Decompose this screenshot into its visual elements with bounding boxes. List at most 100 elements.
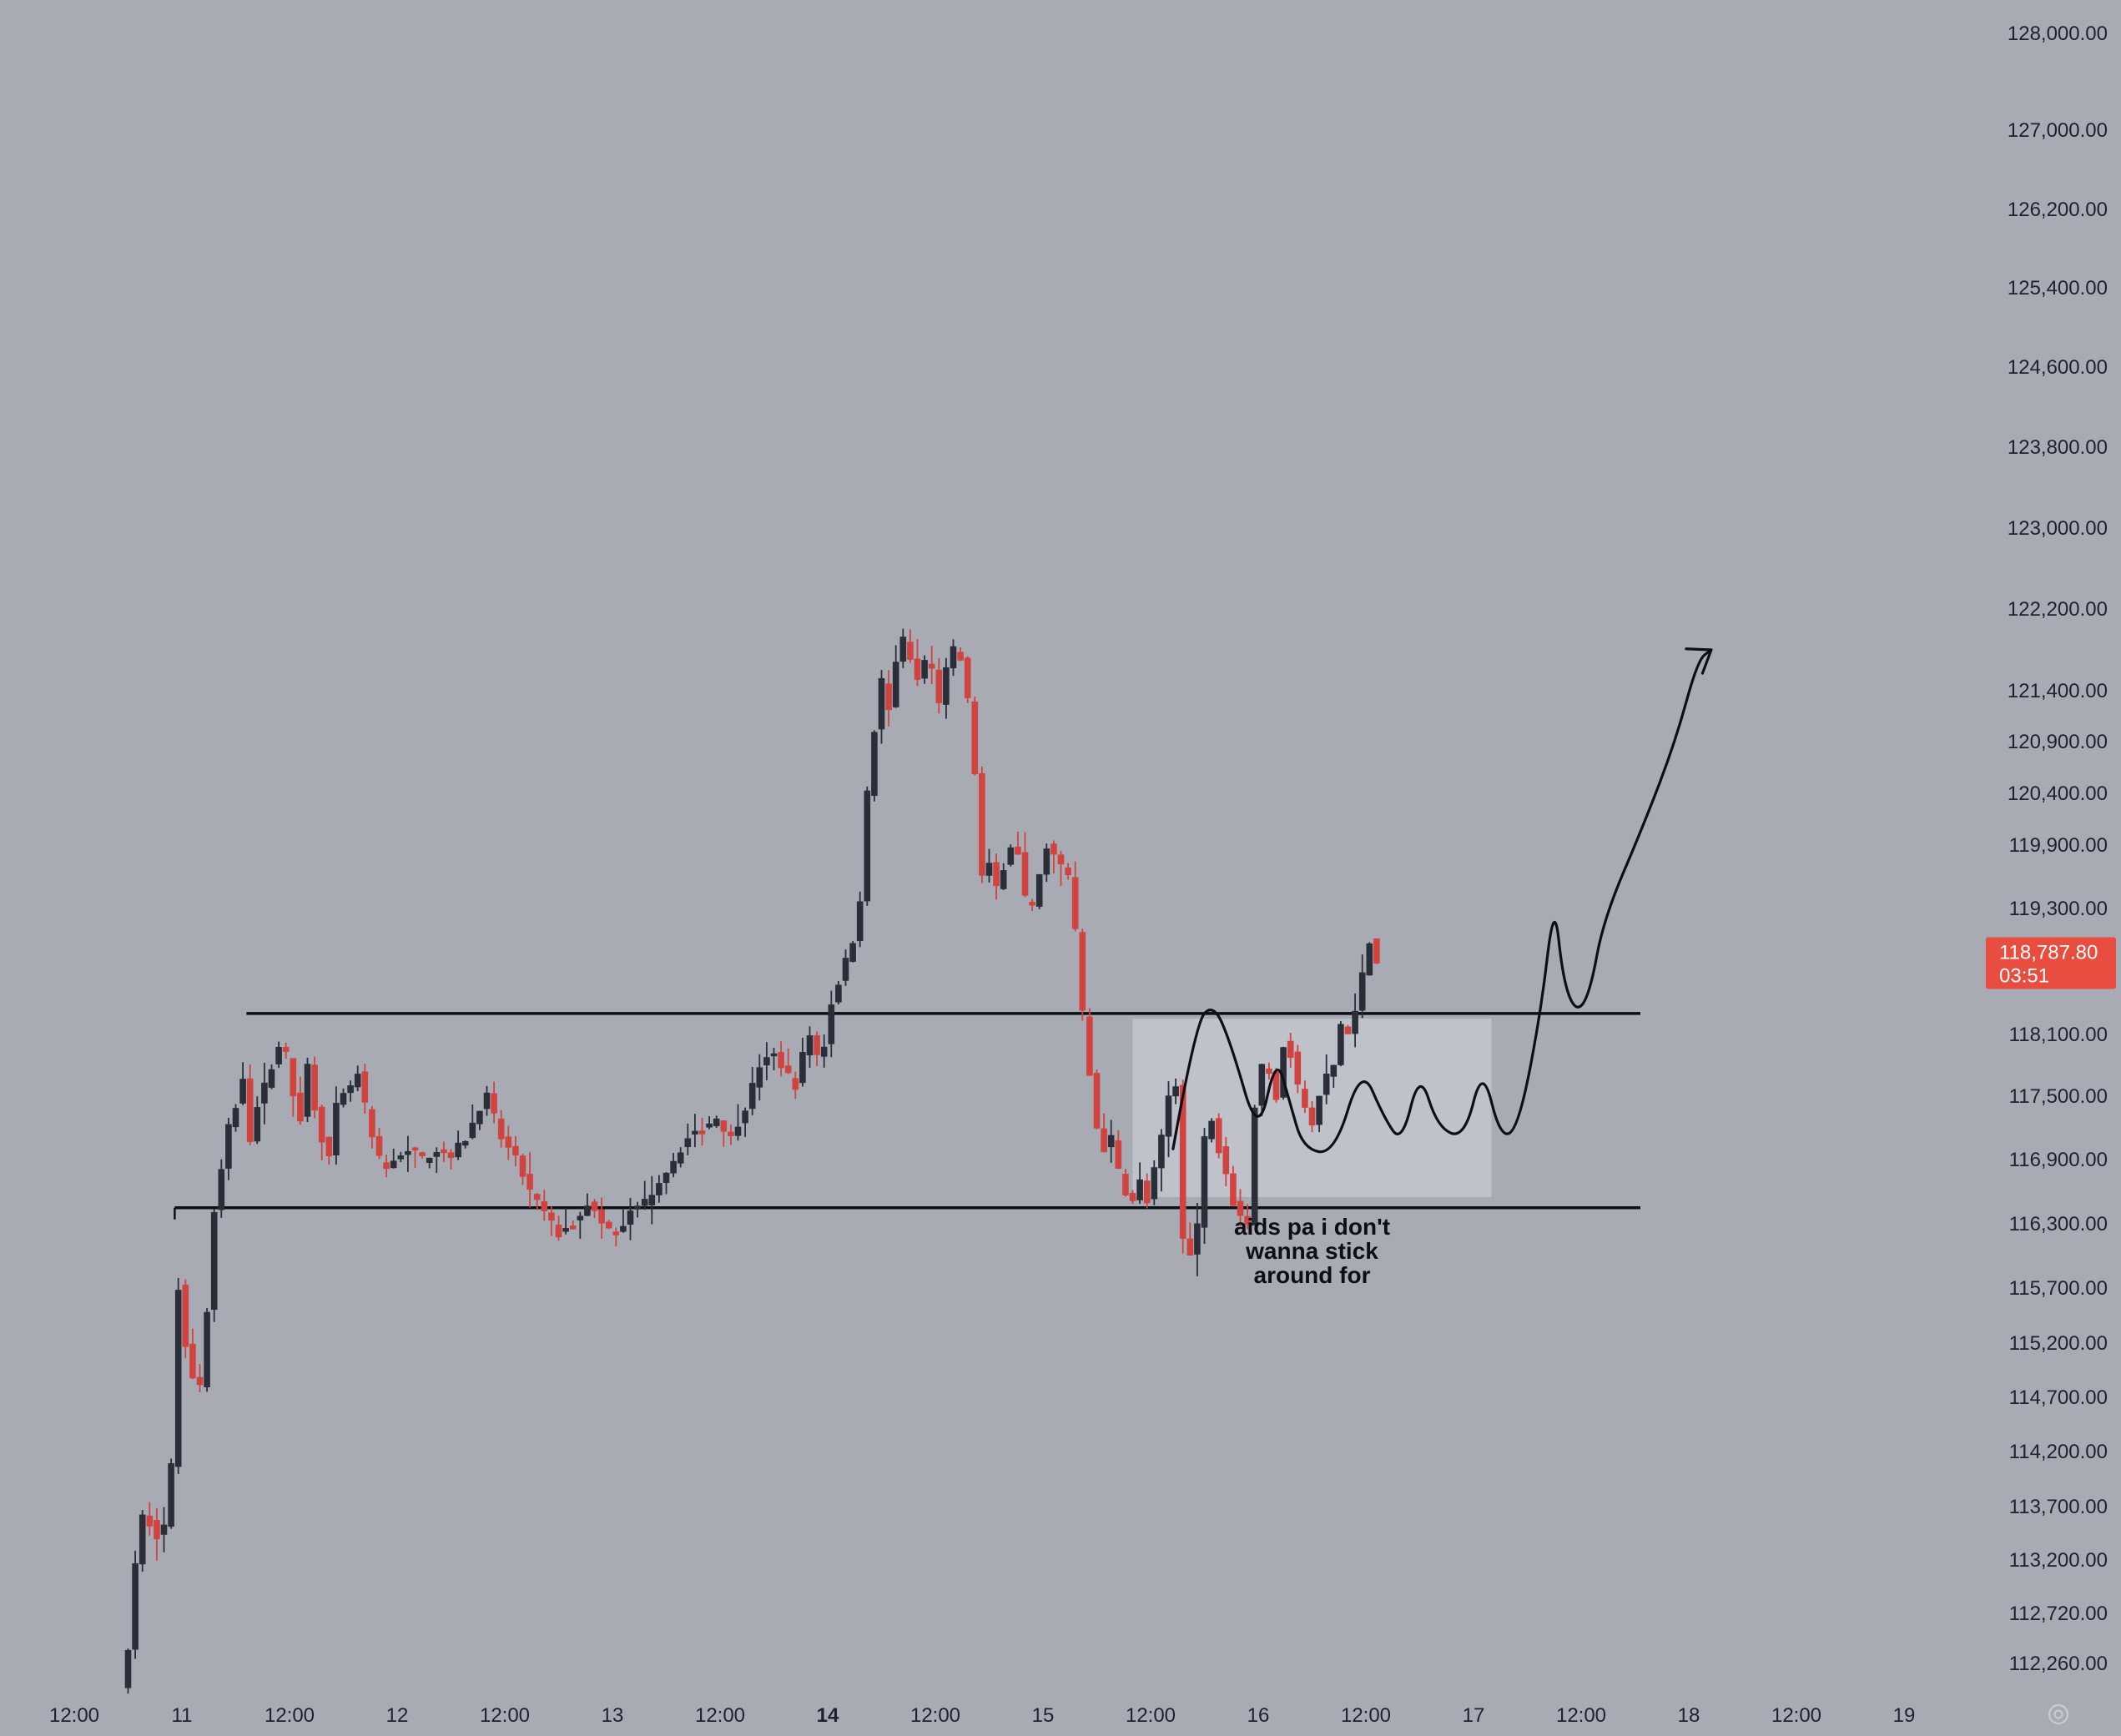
candle-body	[770, 1053, 778, 1057]
candle-body	[1093, 1073, 1101, 1129]
annotation-text: around for	[1254, 1262, 1371, 1288]
time-axis-label: 12:00	[49, 1704, 99, 1727]
candle-body	[1330, 1064, 1338, 1077]
candle	[907, 629, 914, 663]
candle-body	[1143, 1180, 1151, 1204]
candle	[261, 1063, 268, 1125]
projection-path[interactable]	[1171, 648, 1713, 1154]
candle-body	[447, 1152, 455, 1159]
candle	[1015, 831, 1021, 855]
candle-body	[943, 667, 950, 705]
candle-body	[160, 1524, 168, 1535]
candle-body	[577, 1215, 584, 1220]
candle-body	[1194, 1223, 1201, 1255]
candle-body	[526, 1174, 533, 1190]
candle-body	[620, 1225, 627, 1232]
candle-body	[584, 1205, 591, 1216]
candle-body	[1136, 1179, 1143, 1200]
candle	[899, 628, 907, 668]
candle-body	[605, 1221, 612, 1229]
price-axis-label: 118,100.00	[2009, 1024, 2108, 1046]
candle	[375, 1128, 383, 1160]
candle-body	[1373, 938, 1380, 964]
candle	[1115, 1130, 1122, 1170]
candle-body	[871, 732, 878, 796]
candle-body	[397, 1155, 405, 1160]
candle-body	[1222, 1146, 1230, 1175]
candle	[928, 646, 935, 685]
candle	[1079, 928, 1086, 1021]
candle	[290, 1058, 297, 1117]
candle-body	[569, 1225, 577, 1230]
candle-body	[254, 1107, 261, 1142]
candle	[964, 656, 971, 703]
candle-body	[282, 1046, 290, 1052]
candle-body	[1316, 1095, 1322, 1125]
candle	[340, 1088, 347, 1108]
candle	[885, 670, 892, 727]
candle-body	[1272, 1071, 1280, 1100]
candle-body	[1122, 1174, 1129, 1196]
price-axis-label: 115,700.00	[2009, 1277, 2108, 1300]
price-axis-label: 127,000.00	[2008, 119, 2108, 142]
candle-body	[885, 683, 892, 711]
candle	[419, 1151, 426, 1159]
candle	[182, 1279, 189, 1359]
candle-body	[928, 663, 935, 669]
candle-body	[964, 657, 971, 698]
candle-body	[692, 1130, 698, 1135]
candle-body	[1186, 1238, 1194, 1255]
price-axis-label: 120,400.00	[2008, 782, 2108, 805]
time-axis-label: 13	[602, 1704, 624, 1727]
candle	[1366, 942, 1373, 976]
candle-body	[763, 1057, 770, 1066]
candle-body	[268, 1069, 275, 1088]
candle	[641, 1180, 648, 1210]
candle	[849, 941, 856, 963]
candle-body	[1151, 1167, 1158, 1200]
candle-body	[124, 1649, 132, 1688]
price-axis-label: 121,400.00	[2008, 680, 2108, 702]
candle	[1237, 1189, 1244, 1227]
candle	[1316, 1095, 1322, 1133]
candle	[1280, 1046, 1287, 1100]
candle	[971, 697, 979, 776]
candle	[591, 1199, 598, 1219]
candle	[892, 645, 899, 708]
candle	[1194, 1202, 1201, 1276]
candle-body	[985, 863, 993, 876]
candle	[598, 1197, 605, 1239]
price-axis-label: 116,900.00	[2009, 1149, 2108, 1171]
candle	[799, 1037, 806, 1087]
gear-icon-hub	[2053, 1709, 2063, 1719]
candle	[441, 1141, 447, 1162]
time-axis-label: 16	[1247, 1704, 1270, 1727]
candle	[677, 1147, 684, 1168]
candle-body	[1107, 1135, 1115, 1148]
candle	[1294, 1044, 1302, 1094]
price-axis-label: 113,200.00	[2009, 1549, 2108, 1572]
candle	[505, 1125, 512, 1160]
candle	[670, 1153, 677, 1178]
candle-body	[1338, 1024, 1344, 1065]
candle-body	[139, 1514, 146, 1565]
candle-body	[1344, 1026, 1352, 1034]
candle	[154, 1507, 160, 1561]
time-axis-label: 12:00	[1341, 1704, 1391, 1727]
candle	[1352, 993, 1358, 1048]
candle-body	[1029, 902, 1035, 906]
arrow-head-icon	[1685, 647, 1713, 675]
candle	[174, 1277, 182, 1475]
candle-body	[491, 1093, 497, 1114]
candle-body	[1050, 843, 1057, 855]
candle	[1093, 1069, 1101, 1130]
gear-icon[interactable]	[2048, 1703, 2069, 1725]
candle-body	[677, 1152, 684, 1164]
candle	[411, 1146, 419, 1168]
candle	[160, 1507, 168, 1552]
candle	[820, 1034, 828, 1068]
candle-body	[1021, 852, 1029, 896]
candle-body	[1215, 1118, 1222, 1154]
